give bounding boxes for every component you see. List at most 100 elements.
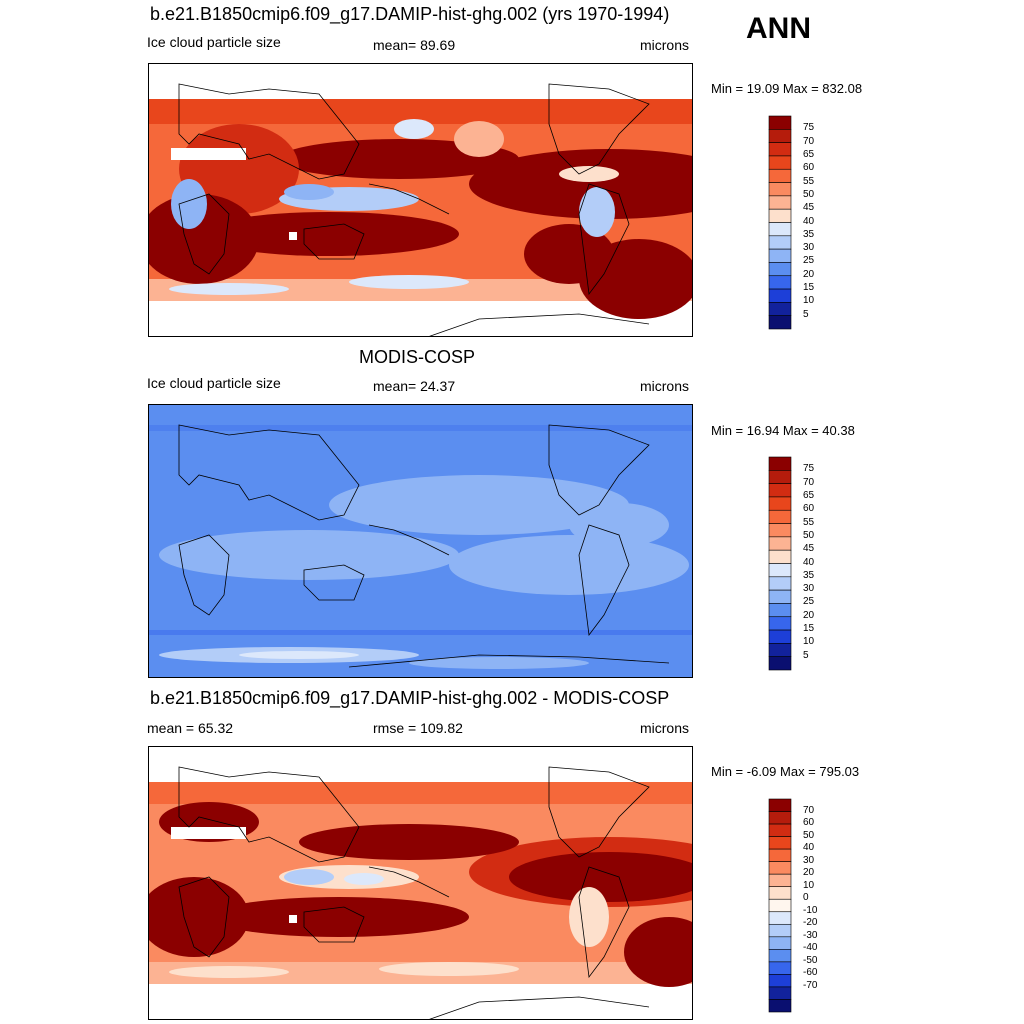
panel-2-colorbar-block [768, 496, 792, 511]
panel-3-colorbar-block [768, 961, 792, 975]
panel-2-colorbar-tick-label: 40 [803, 556, 815, 568]
panel-1-colorbar-block [768, 222, 792, 237]
panel-3-colorbar-block [768, 974, 792, 988]
panel-2-colorbar-tick-label: 30 [803, 583, 815, 595]
panel-3-colorbar [768, 798, 828, 1013]
panel-2-colorbar-block [768, 536, 792, 551]
panel-3-colorbar-tick-label: 30 [803, 854, 815, 866]
panel-1-colorbar-block [768, 129, 792, 143]
panel-3-colorbar-block [768, 848, 792, 862]
panel-3-colorbar-tick-label: -40 [803, 942, 818, 954]
panel-2-colorbar-tick-label: 75 [803, 463, 815, 475]
panel-2-colorbar-tick-label: 35 [803, 569, 815, 581]
panel-2-colorbar-block [768, 456, 792, 471]
panel-1-map-svg [149, 64, 692, 336]
panel-2-colorbar-tick-label: 20 [803, 609, 815, 621]
panel-1-colorbar-block [768, 248, 792, 263]
panel-1-colorbar-tick-label: 55 [803, 175, 815, 187]
panel-2-units-label: microns [640, 378, 690, 394]
panel-2-colorbar-block [768, 563, 792, 578]
panel-2-minmax: Min = 16.94 Max = 40.38 [711, 423, 855, 438]
panel-3-colorbar-tick-label: 20 [803, 867, 815, 879]
panel-2-colorbar-block [768, 589, 792, 604]
panel-2-colorbar-tick-label: 70 [803, 476, 815, 488]
panel-3-colorbar-block [768, 798, 792, 812]
panel-3-colorbar-tick-label: -60 [803, 967, 818, 979]
panel-2-map [148, 404, 693, 678]
panel-1-colorbar-tick-label: 15 [803, 282, 815, 294]
panel-1-colorbar-block [768, 168, 792, 183]
panel-2-colorbar-tick-label: 5 [803, 649, 809, 661]
panel-1-colorbar-tick-label: 25 [803, 255, 815, 267]
panel-2-colorbar-tick-label: 45 [803, 543, 815, 555]
panel-3-colorbar-tick-label: 40 [803, 842, 815, 854]
panel-1-colorbar-tick-label: 75 [803, 122, 815, 134]
panel-3-colorbar-block [768, 911, 792, 925]
panel-1-colorbar [768, 115, 828, 330]
panel-2-colorbar-svg [768, 456, 792, 671]
panel-1-colorbar-block [768, 142, 792, 157]
panel-3-colorbar-block [768, 886, 792, 900]
panel-3-colorbar-block [768, 823, 792, 837]
panel-3-colorbar-block [768, 986, 792, 1000]
panel-3-colorbar-tick-label: -50 [803, 954, 818, 966]
panel-1-minmax: Min = 19.09 Max = 832.08 [711, 81, 863, 96]
panel-2-colorbar-block [768, 576, 792, 591]
panel-2-colorbar-block [768, 603, 792, 618]
panel-2-colorbar-block [768, 549, 792, 564]
panel-1-colorbar-block [768, 115, 792, 130]
panel-3-colorbar-tick-label: -30 [803, 929, 818, 941]
panel-2-colorbar [768, 456, 828, 671]
panel-3-colorbar-block [768, 936, 792, 950]
panel-1-colorbar-tick-label: 20 [803, 268, 815, 280]
panel-2-title: MODIS-COSP [359, 347, 476, 367]
panel-3-colorbar-tick-label: 50 [803, 829, 815, 841]
panel-3-colorbar-svg [768, 798, 792, 1013]
panel-2-colorbar-block [768, 523, 792, 538]
panel-1-colorbar-tick-label: 60 [803, 162, 815, 174]
panel-1-colorbar-tick-label: 35 [803, 228, 815, 240]
panel-3-colorbar-block [768, 861, 792, 875]
panel-3-colorbar-block [768, 898, 792, 913]
panel-2-colorbar-tick-label: 15 [803, 623, 815, 635]
panel-1-colorbar-tick-label: 70 [803, 135, 815, 147]
panel-3-colorbar-block [768, 811, 792, 825]
panel-2-colorbar-tick-label: 50 [803, 529, 815, 541]
panel-3-mean-label: mean = 65.32 [147, 720, 234, 736]
panel-1-colorbar-tick-label: 5 [803, 308, 809, 320]
panel-3-units-label: microns [640, 720, 690, 736]
panel-1-colorbar-block [768, 235, 792, 250]
panel-1-map [148, 63, 693, 337]
panel-2-colorbar-block [768, 629, 792, 644]
panel-1-colorbar-block [768, 195, 792, 210]
panel-1-colorbar-tick-label: 30 [803, 242, 815, 254]
panel-3-minmax: Min = -6.09 Max = 795.03 [711, 764, 860, 779]
panel-1-colorbar-block [768, 288, 792, 303]
panel-2-colorbar-block [768, 616, 792, 631]
panel-1-colorbar-block [768, 182, 792, 197]
panel-2-colorbar-block [768, 470, 792, 484]
panel-3-colorbar-tick-label: -20 [803, 917, 818, 929]
panel-1-colorbar-tick-label: 65 [803, 148, 815, 160]
panel-2-colorbar-tick-label: 60 [803, 503, 815, 515]
panel-1-colorbar-tick-label: 50 [803, 188, 815, 200]
panel-2-colorbar-tick-label: 55 [803, 516, 815, 528]
panel-2-colorbar-tick-label: 25 [803, 596, 815, 608]
panel-3-title: b.e21.B1850cmip6.f09_g17.DAMIP-hist-ghg.… [150, 688, 670, 708]
panel-3-map-svg [149, 747, 692, 1019]
panel-3-colorbar-tick-label: 70 [803, 804, 815, 816]
panel-1-colorbar-tick-label: 45 [803, 202, 815, 214]
panel-1-left-label: Ice cloud particle size [147, 34, 281, 50]
panel-1-colorbar-block [768, 208, 792, 223]
panel-2-map-svg [149, 405, 692, 677]
panel-3-colorbar-tick-label: 10 [803, 879, 815, 891]
panel-2-mean-label: mean= 24.37 [373, 378, 456, 394]
panel-3-colorbar-tick-label: 0 [803, 892, 809, 904]
panel-2-left-label: Ice cloud particle size [147, 375, 281, 391]
panel-1-units-label: microns [640, 37, 690, 53]
panel-3-rmse-label: rmse = 109.82 [373, 720, 463, 736]
panel-1-colorbar-block [768, 262, 792, 277]
panel-1-colorbar-block [768, 302, 792, 316]
panel-3-colorbar-tick-label: 60 [803, 817, 815, 829]
panel-2-colorbar-block [768, 656, 792, 671]
